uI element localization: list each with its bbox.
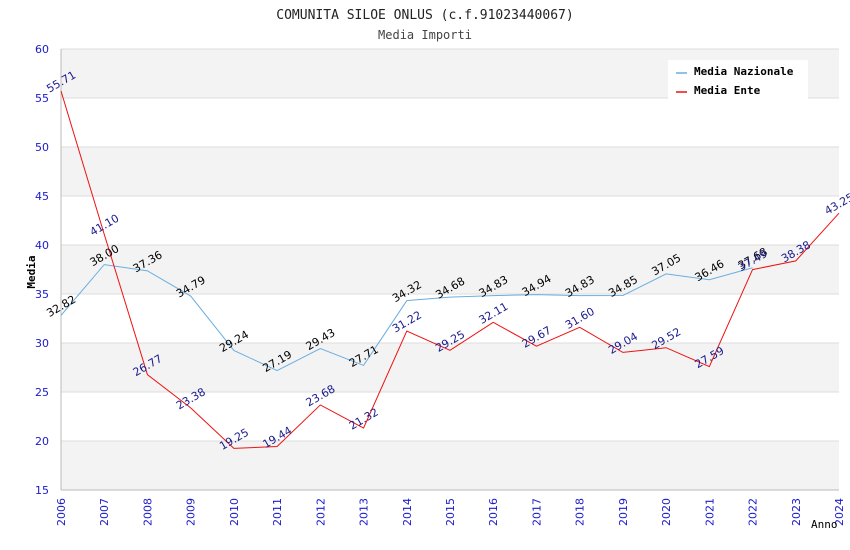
x-tick-labels: 2006 2007 2008 2009 2010 2011 2012 2013 2014 2015… bbox=[55, 498, 846, 526]
legend-label-media-nazionale: Media Nazionale bbox=[694, 65, 794, 78]
y-tick-label: 50 bbox=[35, 141, 49, 154]
grid-lines bbox=[61, 48, 839, 491]
x-tick-label: 2023 bbox=[790, 498, 803, 526]
grid-band bbox=[61, 245, 839, 294]
x-tick-label: 2011 bbox=[271, 498, 284, 526]
legend-label-media-ente: Media Ente bbox=[694, 84, 761, 97]
x-tick-label: 2006 bbox=[55, 498, 68, 526]
y-tick-label: 55 bbox=[35, 92, 49, 105]
x-tick-label: 2009 bbox=[185, 498, 198, 526]
x-tick-label: 2008 bbox=[141, 498, 154, 526]
x-tick-label: 2022 bbox=[747, 498, 760, 526]
x-tick-label: 2007 bbox=[98, 498, 111, 526]
chart-title: COMUNITA SILOE ONLUS (c.f.91023440067) bbox=[276, 8, 573, 23]
x-tick-label: 2014 bbox=[401, 498, 414, 526]
x-tick-label: 2020 bbox=[660, 498, 673, 526]
y-tick-label: 25 bbox=[35, 386, 49, 399]
legend: Media Nazionale Media Ente bbox=[668, 60, 808, 102]
y-tick-label: 20 bbox=[35, 435, 49, 448]
x-tick-label: 2010 bbox=[228, 498, 241, 526]
y-tick-label: 45 bbox=[35, 190, 49, 203]
x-tick-label: 2015 bbox=[444, 498, 457, 526]
x-tick-label: 2021 bbox=[703, 498, 716, 526]
chart-subtitle: Media Importi bbox=[378, 28, 472, 42]
y-tick-label: 60 bbox=[35, 43, 49, 56]
series-line bbox=[60, 264, 753, 372]
x-axis-label: Anno bbox=[811, 518, 838, 531]
x-tick-label: 2016 bbox=[487, 498, 500, 526]
x-tick-label: 2013 bbox=[358, 498, 371, 526]
x-tick-label: 2012 bbox=[314, 498, 327, 526]
grid-band bbox=[61, 343, 839, 392]
y-tick-labels: 15 20 25 30 35 40 45 50 55 60 bbox=[35, 43, 49, 497]
legend-box bbox=[668, 60, 808, 102]
axes bbox=[60, 49, 839, 491]
y-axis-label: Media bbox=[25, 255, 38, 288]
y-tick-label: 40 bbox=[35, 239, 49, 252]
y-tick-label: 15 bbox=[35, 484, 49, 497]
grid-band bbox=[61, 147, 839, 196]
x-tick-label: 2017 bbox=[530, 498, 543, 526]
y-tick-label: 30 bbox=[35, 337, 49, 350]
y-tick-label: 35 bbox=[35, 288, 49, 301]
grid-bands bbox=[61, 49, 839, 490]
grid-band bbox=[61, 441, 839, 490]
series-line bbox=[60, 90, 840, 449]
series-lines bbox=[60, 90, 840, 449]
x-tick-label: 2018 bbox=[574, 498, 587, 526]
x-tick-label: 2024 bbox=[833, 498, 846, 526]
x-tick-label: 2019 bbox=[617, 498, 630, 526]
